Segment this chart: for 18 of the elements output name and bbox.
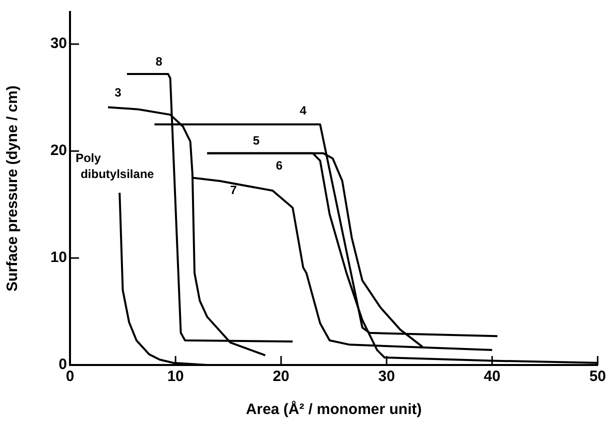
y-axis-title: Surface pressure (dyne / cm) bbox=[4, 86, 22, 292]
x-tick-label: 40 bbox=[484, 368, 500, 386]
y-tick-label: 20 bbox=[50, 142, 67, 160]
series-label: 5 bbox=[252, 134, 260, 148]
x-tick-label: 10 bbox=[167, 368, 184, 386]
x-axis-title: Area (Å² / monomer unit) bbox=[246, 400, 422, 418]
x-tick-label: 20 bbox=[272, 368, 290, 386]
series-label: 8 bbox=[156, 54, 163, 68]
y-tick-label: 0 bbox=[58, 356, 67, 374]
series-label: 4 bbox=[300, 104, 307, 118]
y-tick-label: 10 bbox=[50, 249, 67, 266]
text: Poly dibutylsilane bbox=[76, 151, 154, 182]
series-label: 7 bbox=[230, 183, 238, 198]
series-label: 3 bbox=[114, 86, 122, 100]
x-tick-label: 30 bbox=[378, 368, 395, 386]
series-label: 6 bbox=[276, 158, 283, 173]
y-tick-label: 30 bbox=[50, 35, 67, 52]
x-tick-label: 50 bbox=[589, 368, 606, 386]
